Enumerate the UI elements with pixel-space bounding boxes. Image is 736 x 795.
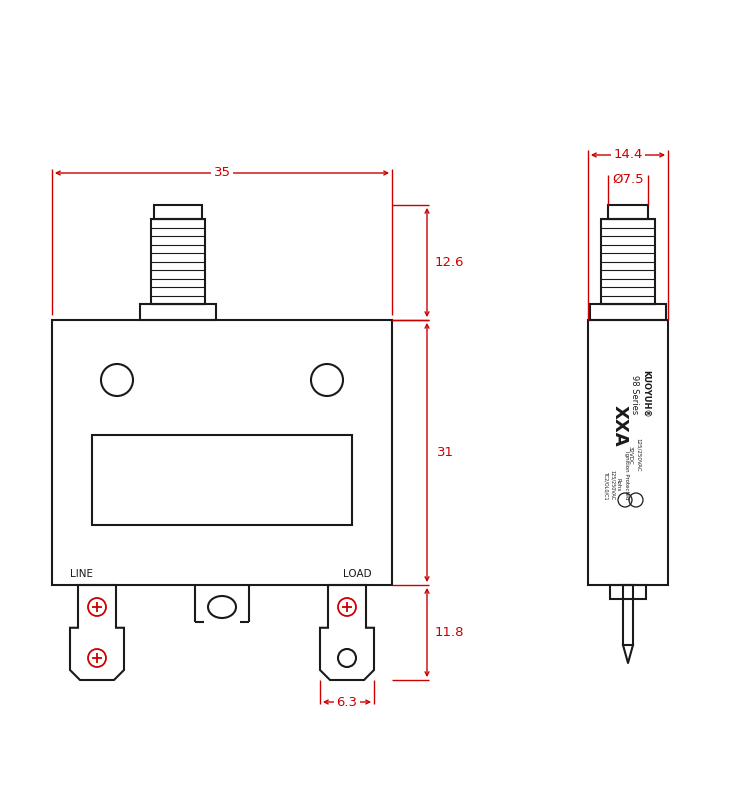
Text: 6.3: 6.3 (336, 696, 358, 708)
Text: Ø7.5: Ø7.5 (612, 173, 644, 185)
Text: 125/250VAC: 125/250VAC (609, 470, 615, 500)
Text: XXA: XXA (611, 405, 629, 447)
Bar (610, 585, 646, 599)
Bar (52, 320, 392, 585)
Bar (154, 205, 202, 219)
Text: 12.6: 12.6 (434, 256, 464, 269)
Text: 125/250VAC: 125/250VAC (635, 438, 640, 471)
Text: Rohs: Rohs (615, 479, 620, 491)
Text: 11.8: 11.8 (434, 626, 464, 639)
Bar (623, 585, 633, 645)
Text: TC2/OL0/C1: TC2/OL0/C1 (604, 471, 609, 499)
Bar (601, 219, 655, 304)
Text: 98 Series: 98 Series (631, 374, 640, 414)
Bar (588, 320, 668, 585)
Text: 31: 31 (436, 446, 453, 459)
Bar (608, 205, 648, 219)
Bar (151, 219, 205, 304)
Text: 14.4: 14.4 (613, 149, 643, 161)
Text: 35: 35 (213, 166, 230, 180)
Bar (590, 304, 666, 320)
Text: LOAD: LOAD (344, 569, 372, 579)
Bar (140, 304, 216, 320)
Text: KUOYUH®: KUOYUH® (642, 370, 651, 418)
Text: 32VDC: 32VDC (628, 446, 632, 464)
Bar (92, 435, 352, 525)
Text: LINE: LINE (70, 569, 93, 579)
Text: Ignition Protected: Ignition Protected (623, 451, 629, 499)
